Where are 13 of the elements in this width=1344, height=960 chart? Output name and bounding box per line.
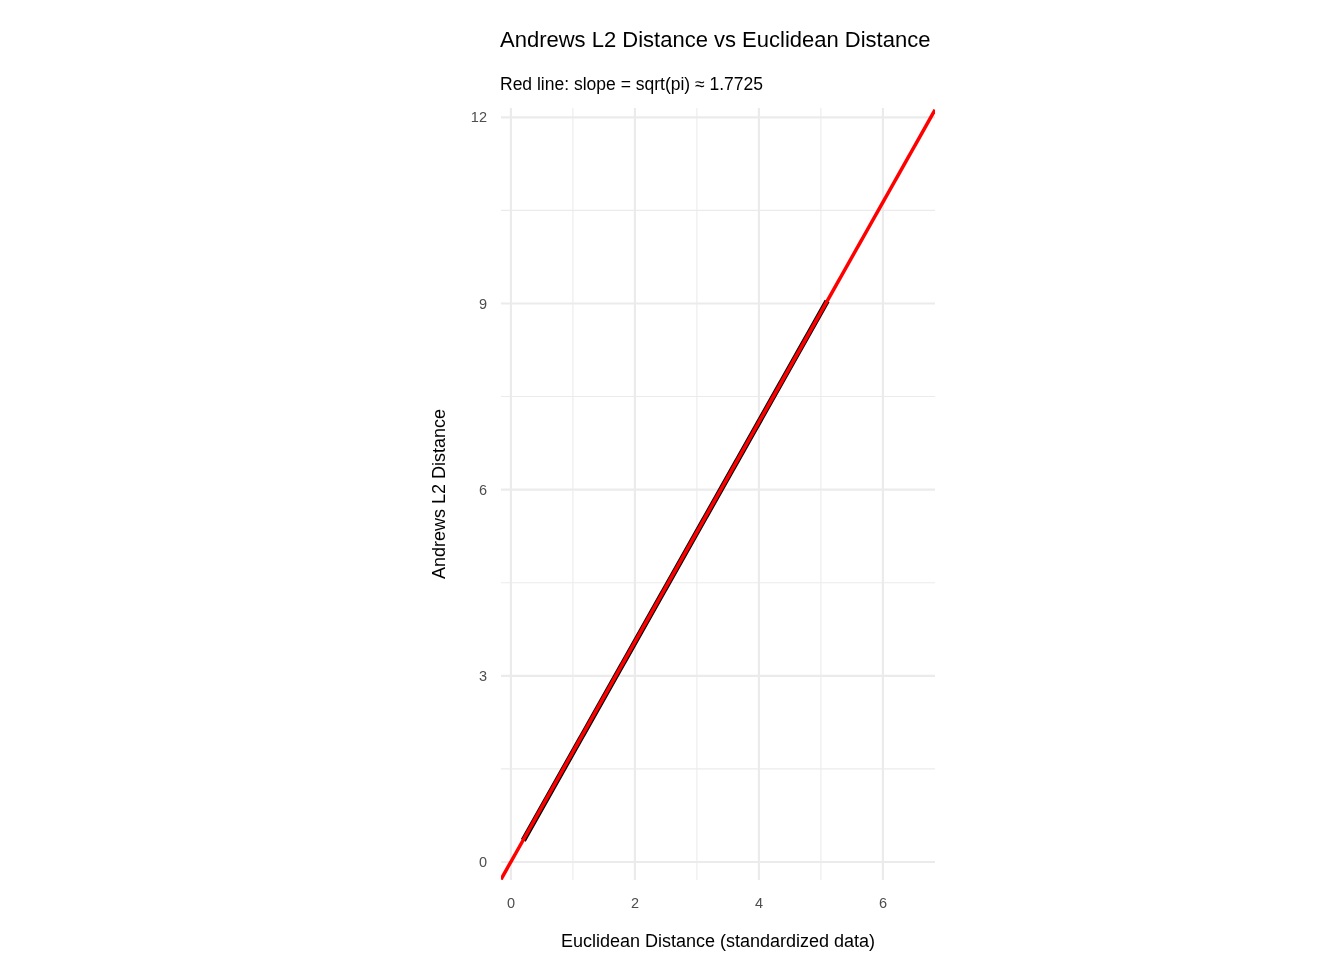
y-tick-label: 0 xyxy=(478,854,487,871)
y-tick-label: 3 xyxy=(478,667,487,684)
x-tick-label: 0 xyxy=(506,895,515,911)
chart-subtitle: Red line: slope = sqrt(pi) ≈ 1.7725 xyxy=(500,74,764,94)
y-axis-title: Andrews L2 Distance xyxy=(429,408,449,580)
y-tick-label: 6 xyxy=(478,481,487,498)
x-tick-label: 6 xyxy=(878,895,887,911)
x-tick-label: 2 xyxy=(630,895,639,911)
x-axis-title: Euclidean Distance (standardized data) xyxy=(560,931,876,951)
x-tick-label: 4 xyxy=(754,895,763,911)
y-tick-label: 12 xyxy=(470,109,487,126)
y-tick-label: 9 xyxy=(478,295,487,312)
chart-title: Andrews L2 Distance vs Euclidean Distance xyxy=(500,27,931,52)
